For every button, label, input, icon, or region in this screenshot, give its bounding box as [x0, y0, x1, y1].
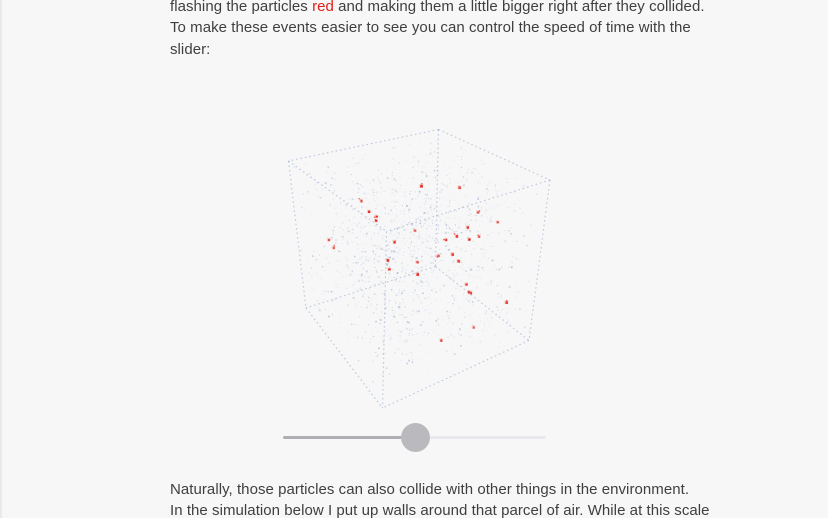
particle-cube-simulation[interactable] [258, 112, 572, 420]
text-segment: Naturally, those particles can also coll… [170, 481, 690, 498]
text-segment: and making them a little bigger right af… [333, 0, 705, 15]
text-segment: slider: [170, 40, 211, 58]
text-segment: flashing the particles [170, 0, 313, 15]
slider-thumb[interactable] [401, 422, 431, 452]
highlighted-word: red [312, 0, 334, 15]
text-segment: To make these events easier to see you c… [170, 19, 691, 37]
paragraph-walls-intro: Naturally, those particles can also coll… [170, 479, 709, 518]
slider-track-fill [283, 435, 416, 439]
paragraph-line: Naturally, those particles can also coll… [170, 479, 689, 500]
paragraph-line: In the simulation below I put up walls a… [170, 500, 709, 518]
time-speed-slider[interactable] [283, 421, 546, 453]
paragraph-line: slider: [170, 39, 675, 60]
text-segment: In the simulation below I put up walls a… [170, 502, 710, 518]
paragraph-line: flashing the particles red and making th… [170, 0, 705, 17]
paragraph-line: To make these events easier to see you c… [170, 17, 691, 38]
paragraph-collision-flash: flashing the particles red and making th… [170, 0, 705, 60]
